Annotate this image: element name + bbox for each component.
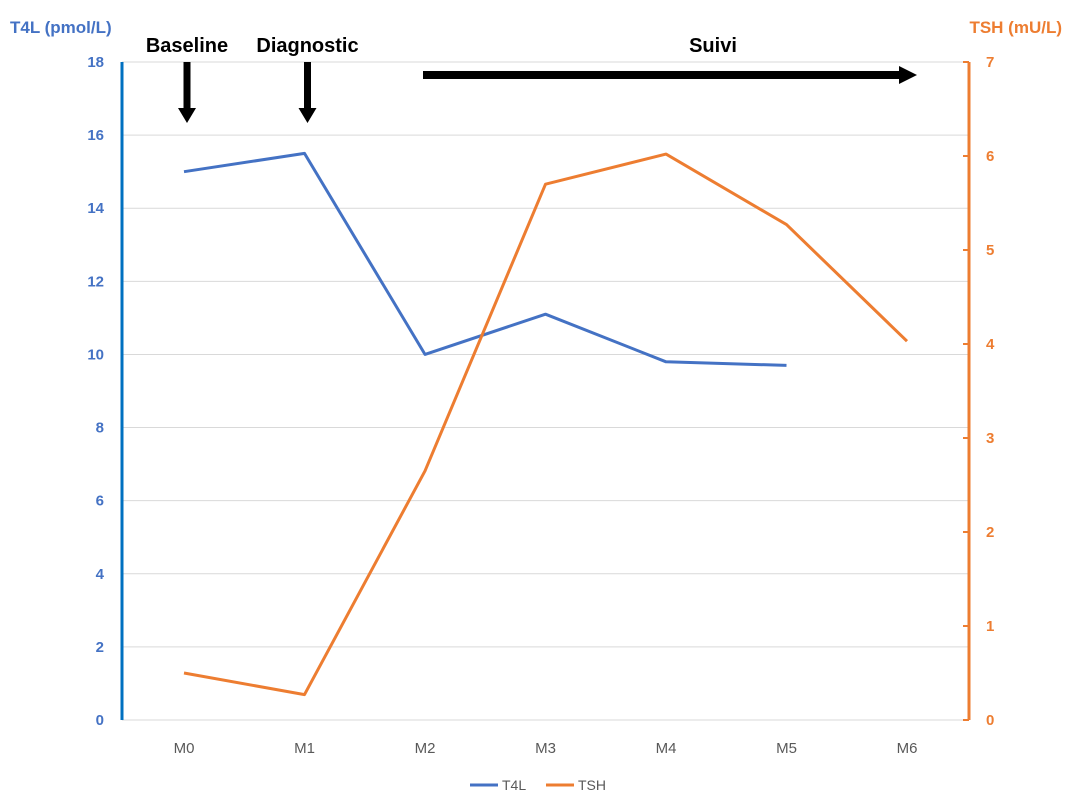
left-axis-ticks: 0 2 4 6 8 10 12 14 16 18 [87, 54, 104, 729]
right-tick-label: 3 [986, 430, 994, 447]
left-axis-title: T4L (pmol/L) [10, 18, 112, 37]
gridlines [122, 61, 969, 721]
left-tick-label: 12 [87, 273, 104, 290]
annotation-baseline: Baseline [146, 35, 228, 57]
right-tick-label: 1 [986, 618, 994, 635]
legend-label-t4l: T4L [502, 777, 526, 792]
series-lines [183, 151, 909, 697]
x-tick-label: M2 [415, 740, 436, 757]
series-line-tsh [183, 152, 909, 697]
left-tick-label: 8 [96, 420, 104, 437]
x-tick-label: M5 [776, 740, 797, 757]
annotation-suivi: Suivi [689, 35, 737, 57]
left-tick-label: 2 [96, 639, 104, 656]
left-tick-label: 0 [96, 712, 104, 729]
x-tick-label: M3 [535, 740, 556, 757]
left-tick-label: 14 [87, 200, 104, 217]
right-axis-title: TSH (mU/L) [969, 18, 1062, 37]
right-axis-ticks: 0 1 2 3 4 5 6 7 [963, 54, 995, 729]
x-tick-label: M4 [656, 740, 677, 757]
legend-label-tsh: TSH [578, 777, 606, 792]
x-axis-ticks: M0 M1 M2 M3 M4 M5 M6 [174, 740, 918, 757]
series-line-t4l [183, 151, 787, 367]
right-arrow-head [899, 66, 917, 84]
left-tick-label: 6 [96, 493, 104, 510]
annotation-arrows [178, 62, 917, 123]
right-tick-label: 5 [986, 242, 994, 259]
right-tick-label: 7 [986, 54, 994, 71]
annotations: Baseline Diagnostic Suivi [146, 35, 737, 57]
x-tick-label: M1 [294, 740, 315, 757]
down-arrow-head [298, 108, 317, 123]
left-tick-label: 4 [96, 566, 105, 583]
x-tick-label: M0 [174, 740, 195, 757]
right-tick-label: 6 [986, 148, 994, 165]
down-arrow-head [178, 108, 196, 123]
left-tick-label: 18 [87, 54, 104, 71]
left-tick-label: 10 [87, 346, 104, 363]
legend: T4L TSH [470, 777, 606, 792]
left-tick-label: 16 [87, 127, 104, 144]
right-tick-label: 2 [986, 524, 994, 541]
x-tick-label: M6 [897, 740, 918, 757]
right-tick-label: 4 [986, 336, 995, 353]
annotation-diagnostic: Diagnostic [256, 35, 358, 57]
right-tick-label: 0 [986, 712, 994, 729]
